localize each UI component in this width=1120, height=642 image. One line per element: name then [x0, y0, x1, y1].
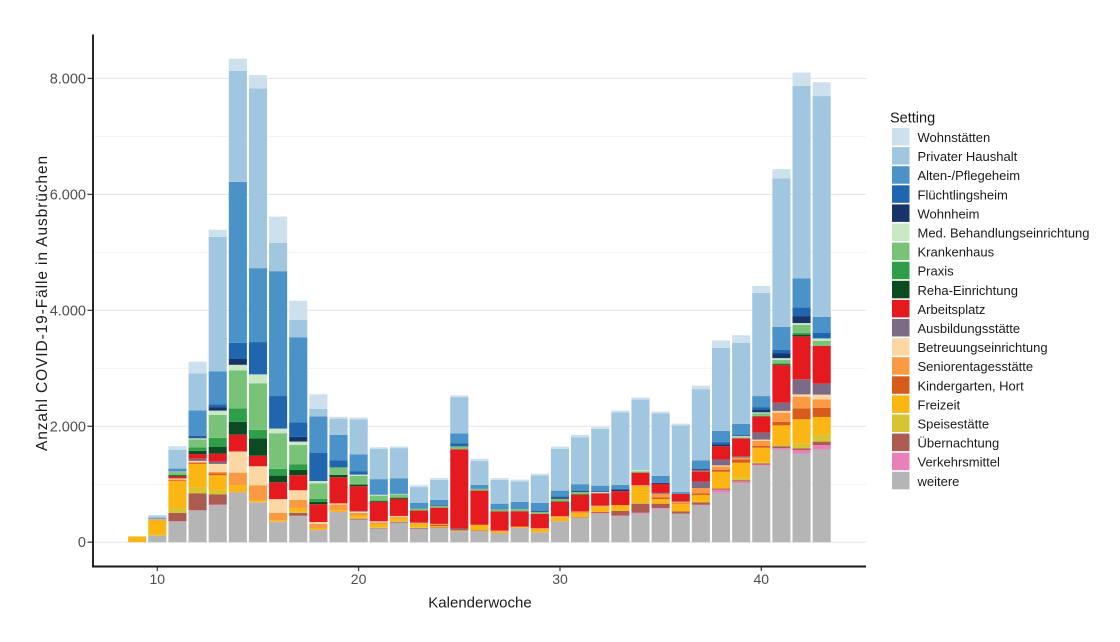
svg-text:6.000: 6.000	[50, 187, 86, 203]
svg-text:Wohnheim: Wohnheim	[918, 206, 980, 221]
svg-text:Ausbildungsstätte: Ausbildungsstätte	[918, 321, 1021, 336]
svg-text:0: 0	[78, 535, 86, 551]
svg-text:40: 40	[754, 571, 770, 587]
svg-text:Verkehrsmittel: Verkehrsmittel	[918, 455, 1000, 470]
svg-text:Kalenderwoche: Kalenderwoche	[428, 595, 531, 612]
svg-text:Flüchtlingsheim: Flüchtlingsheim	[918, 187, 1008, 202]
svg-text:Setting: Setting	[890, 111, 935, 127]
svg-text:Reha-Einrichtung: Reha-Einrichtung	[918, 283, 1018, 298]
svg-text:Betreuungseinrichtung: Betreuungseinrichtung	[918, 340, 1048, 355]
svg-text:10: 10	[150, 571, 166, 587]
svg-text:8.000: 8.000	[50, 71, 86, 87]
svg-text:Privater Haushalt: Privater Haushalt	[918, 149, 1018, 164]
svg-text:20: 20	[351, 571, 367, 587]
svg-text:Übernachtung: Übernachtung	[918, 436, 1000, 451]
svg-text:4.000: 4.000	[50, 303, 86, 319]
svg-text:Med. Behandlungseinrichtung: Med. Behandlungseinrichtung	[918, 226, 1090, 241]
svg-text:Praxis: Praxis	[918, 264, 955, 279]
svg-text:Kindergarten, Hort: Kindergarten, Hort	[918, 378, 1025, 393]
svg-text:Krankenhaus: Krankenhaus	[918, 245, 995, 260]
svg-text:2.000: 2.000	[50, 419, 86, 435]
svg-text:Alten-/Pflegeheim: Alten-/Pflegeheim	[918, 168, 1021, 183]
svg-text:Seniorentagesstätte: Seniorentagesstätte	[918, 359, 1034, 374]
svg-text:Speisestätte: Speisestätte	[918, 417, 990, 432]
svg-text:Freizeit: Freizeit	[918, 397, 961, 412]
svg-text:Anzahl COVID-19-Fälle in Ausbr: Anzahl COVID-19-Fälle in Ausbrüchen	[34, 155, 51, 451]
svg-text:30: 30	[552, 571, 568, 587]
svg-text:Arbeitsplatz: Arbeitsplatz	[918, 302, 986, 317]
svg-text:Wohnstätten: Wohnstätten	[918, 130, 991, 145]
svg-text:weitere: weitere	[917, 474, 960, 489]
